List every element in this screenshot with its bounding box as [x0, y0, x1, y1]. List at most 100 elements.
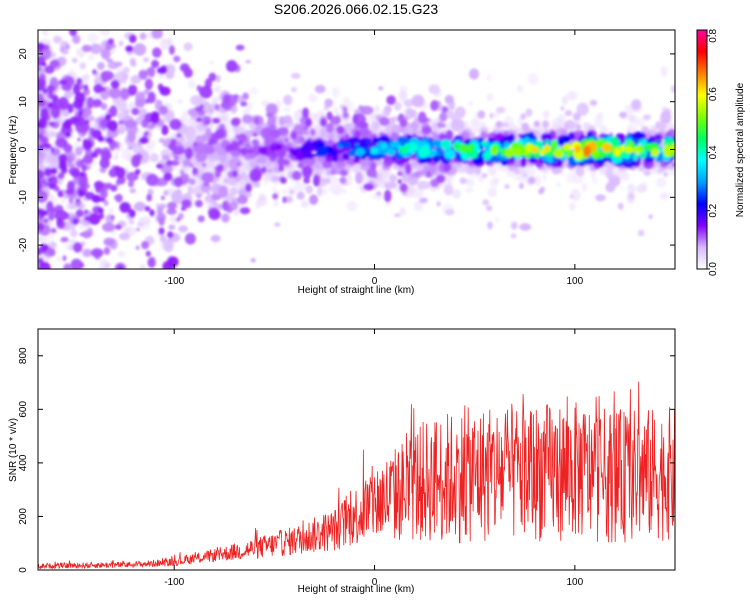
heatmap-cell: [118, 265, 123, 269]
heatmap-cell: [110, 184, 118, 192]
heatmap-cell: [490, 145, 498, 156]
heatmap-cell: [82, 230, 91, 239]
heatmap-cell: [429, 163, 438, 173]
heatmap-cell: [495, 120, 504, 129]
heatmap-cell: [77, 137, 81, 142]
heatmap-cell: [108, 168, 118, 178]
heatmap-cell: [533, 175, 542, 186]
heatmap-cell: [399, 125, 406, 133]
heatmap-cell: [118, 119, 125, 125]
heatmap-cell: [413, 171, 420, 178]
heatmap-cell: [120, 87, 130, 101]
heatmap-cell: [39, 209, 49, 217]
heatmap-cell: [342, 96, 350, 105]
heatmap-cell: [143, 89, 151, 95]
heatmap-cell: [44, 167, 52, 177]
heatmap-cell: [663, 172, 668, 177]
heatmap-cell: [127, 130, 136, 143]
heatmap-cell: [576, 102, 589, 116]
heatmap-cell: [551, 140, 558, 149]
heatmap-cell: [72, 83, 81, 95]
heatmap-cell: [492, 176, 500, 184]
heatmap-cell: [167, 231, 174, 239]
heatmap-cell: [121, 73, 129, 80]
heatmap-cell: [238, 188, 246, 197]
heatmap-cell: [38, 223, 45, 231]
heatmap-cell: [214, 103, 220, 110]
heatmap-cell: [147, 66, 156, 78]
heatmap-cell: [223, 178, 229, 184]
heatmap-cell: [482, 199, 490, 206]
heatmap-cell: [72, 34, 81, 44]
heatmap-cell: [576, 125, 582, 130]
heatmap-cell: [348, 148, 356, 158]
heatmap-cell: [617, 202, 624, 210]
heatmap-cell: [48, 211, 55, 221]
heatmap-cell: [655, 177, 667, 188]
heatmap-cell: [291, 170, 302, 181]
heatmap-cell: [195, 150, 208, 163]
heatmap-cell: [662, 124, 667, 129]
heatmap-cell: [312, 153, 318, 158]
heatmap-cell: [84, 216, 90, 222]
heatmap-cell: [214, 129, 224, 140]
heatmap-cell: [59, 46, 65, 53]
heatmap-cell: [202, 163, 206, 167]
heatmap-cell: [635, 184, 647, 193]
heatmap-cell: [384, 105, 392, 113]
heatmap-cell: [632, 147, 641, 154]
heatmap-cell: [177, 154, 186, 163]
heatmap-cell: [385, 124, 394, 134]
heatmap-cell: [389, 174, 398, 182]
heatmap-cell: [141, 240, 150, 250]
heatmap-cell: [38, 183, 43, 191]
heatmap-cell: [355, 147, 366, 157]
heatmap-cell: [52, 101, 58, 110]
heatmap-cell: [659, 192, 670, 201]
heatmap-cell: [309, 194, 319, 205]
heatmap-cell: [86, 96, 94, 109]
heatmap-cell: [58, 79, 68, 86]
heatmap-cell: [283, 115, 293, 125]
heatmap-cell: [48, 248, 56, 257]
heatmap-cell: [311, 142, 318, 148]
heatmap-cell: [308, 93, 318, 103]
heatmap-cell: [304, 145, 309, 150]
heatmap-cell: [58, 96, 69, 111]
heatmap-cell: [97, 61, 105, 71]
spectrogram-x-axis-label: Height of straight line (km): [298, 285, 415, 296]
heatmap-cell: [410, 162, 416, 167]
heatmap-cell: [418, 146, 431, 158]
heatmap-cell: [655, 135, 661, 139]
heatmap-cell: [293, 124, 307, 136]
heatmap-cell: [42, 30, 49, 36]
heatmap-cell: [342, 152, 350, 161]
heatmap-cell: [142, 57, 150, 63]
heatmap-cell: [149, 153, 159, 163]
heatmap-cell: [173, 176, 183, 188]
heatmap-cell: [213, 201, 219, 208]
heatmap-cell: [443, 185, 454, 196]
heatmap-cell: [43, 218, 49, 224]
heatmap-cell: [79, 262, 85, 269]
heatmap-cell: [91, 194, 102, 204]
spectrogram-x-tick-label: 100: [566, 276, 583, 287]
heatmap-cell: [672, 162, 675, 167]
heatmap-cell: [158, 217, 165, 226]
heatmap-cell: [417, 111, 427, 124]
heatmap-cell: [285, 123, 292, 129]
heatmap-cell: [282, 196, 287, 204]
heatmap-cell: [79, 62, 86, 70]
heatmap-cell: [145, 250, 151, 257]
heatmap-cell: [533, 120, 540, 128]
heatmap-cell: [56, 255, 63, 263]
heatmap-cell: [435, 148, 444, 156]
heatmap-cell: [159, 234, 167, 243]
snr-y-tick-label: 400: [18, 454, 29, 471]
heatmap-cell: [492, 112, 500, 119]
heatmap-cell: [159, 105, 168, 116]
heatmap-cell: [87, 32, 99, 44]
heatmap-cell: [413, 201, 424, 212]
heatmap-cell: [147, 91, 156, 104]
heatmap-cell: [278, 164, 285, 172]
